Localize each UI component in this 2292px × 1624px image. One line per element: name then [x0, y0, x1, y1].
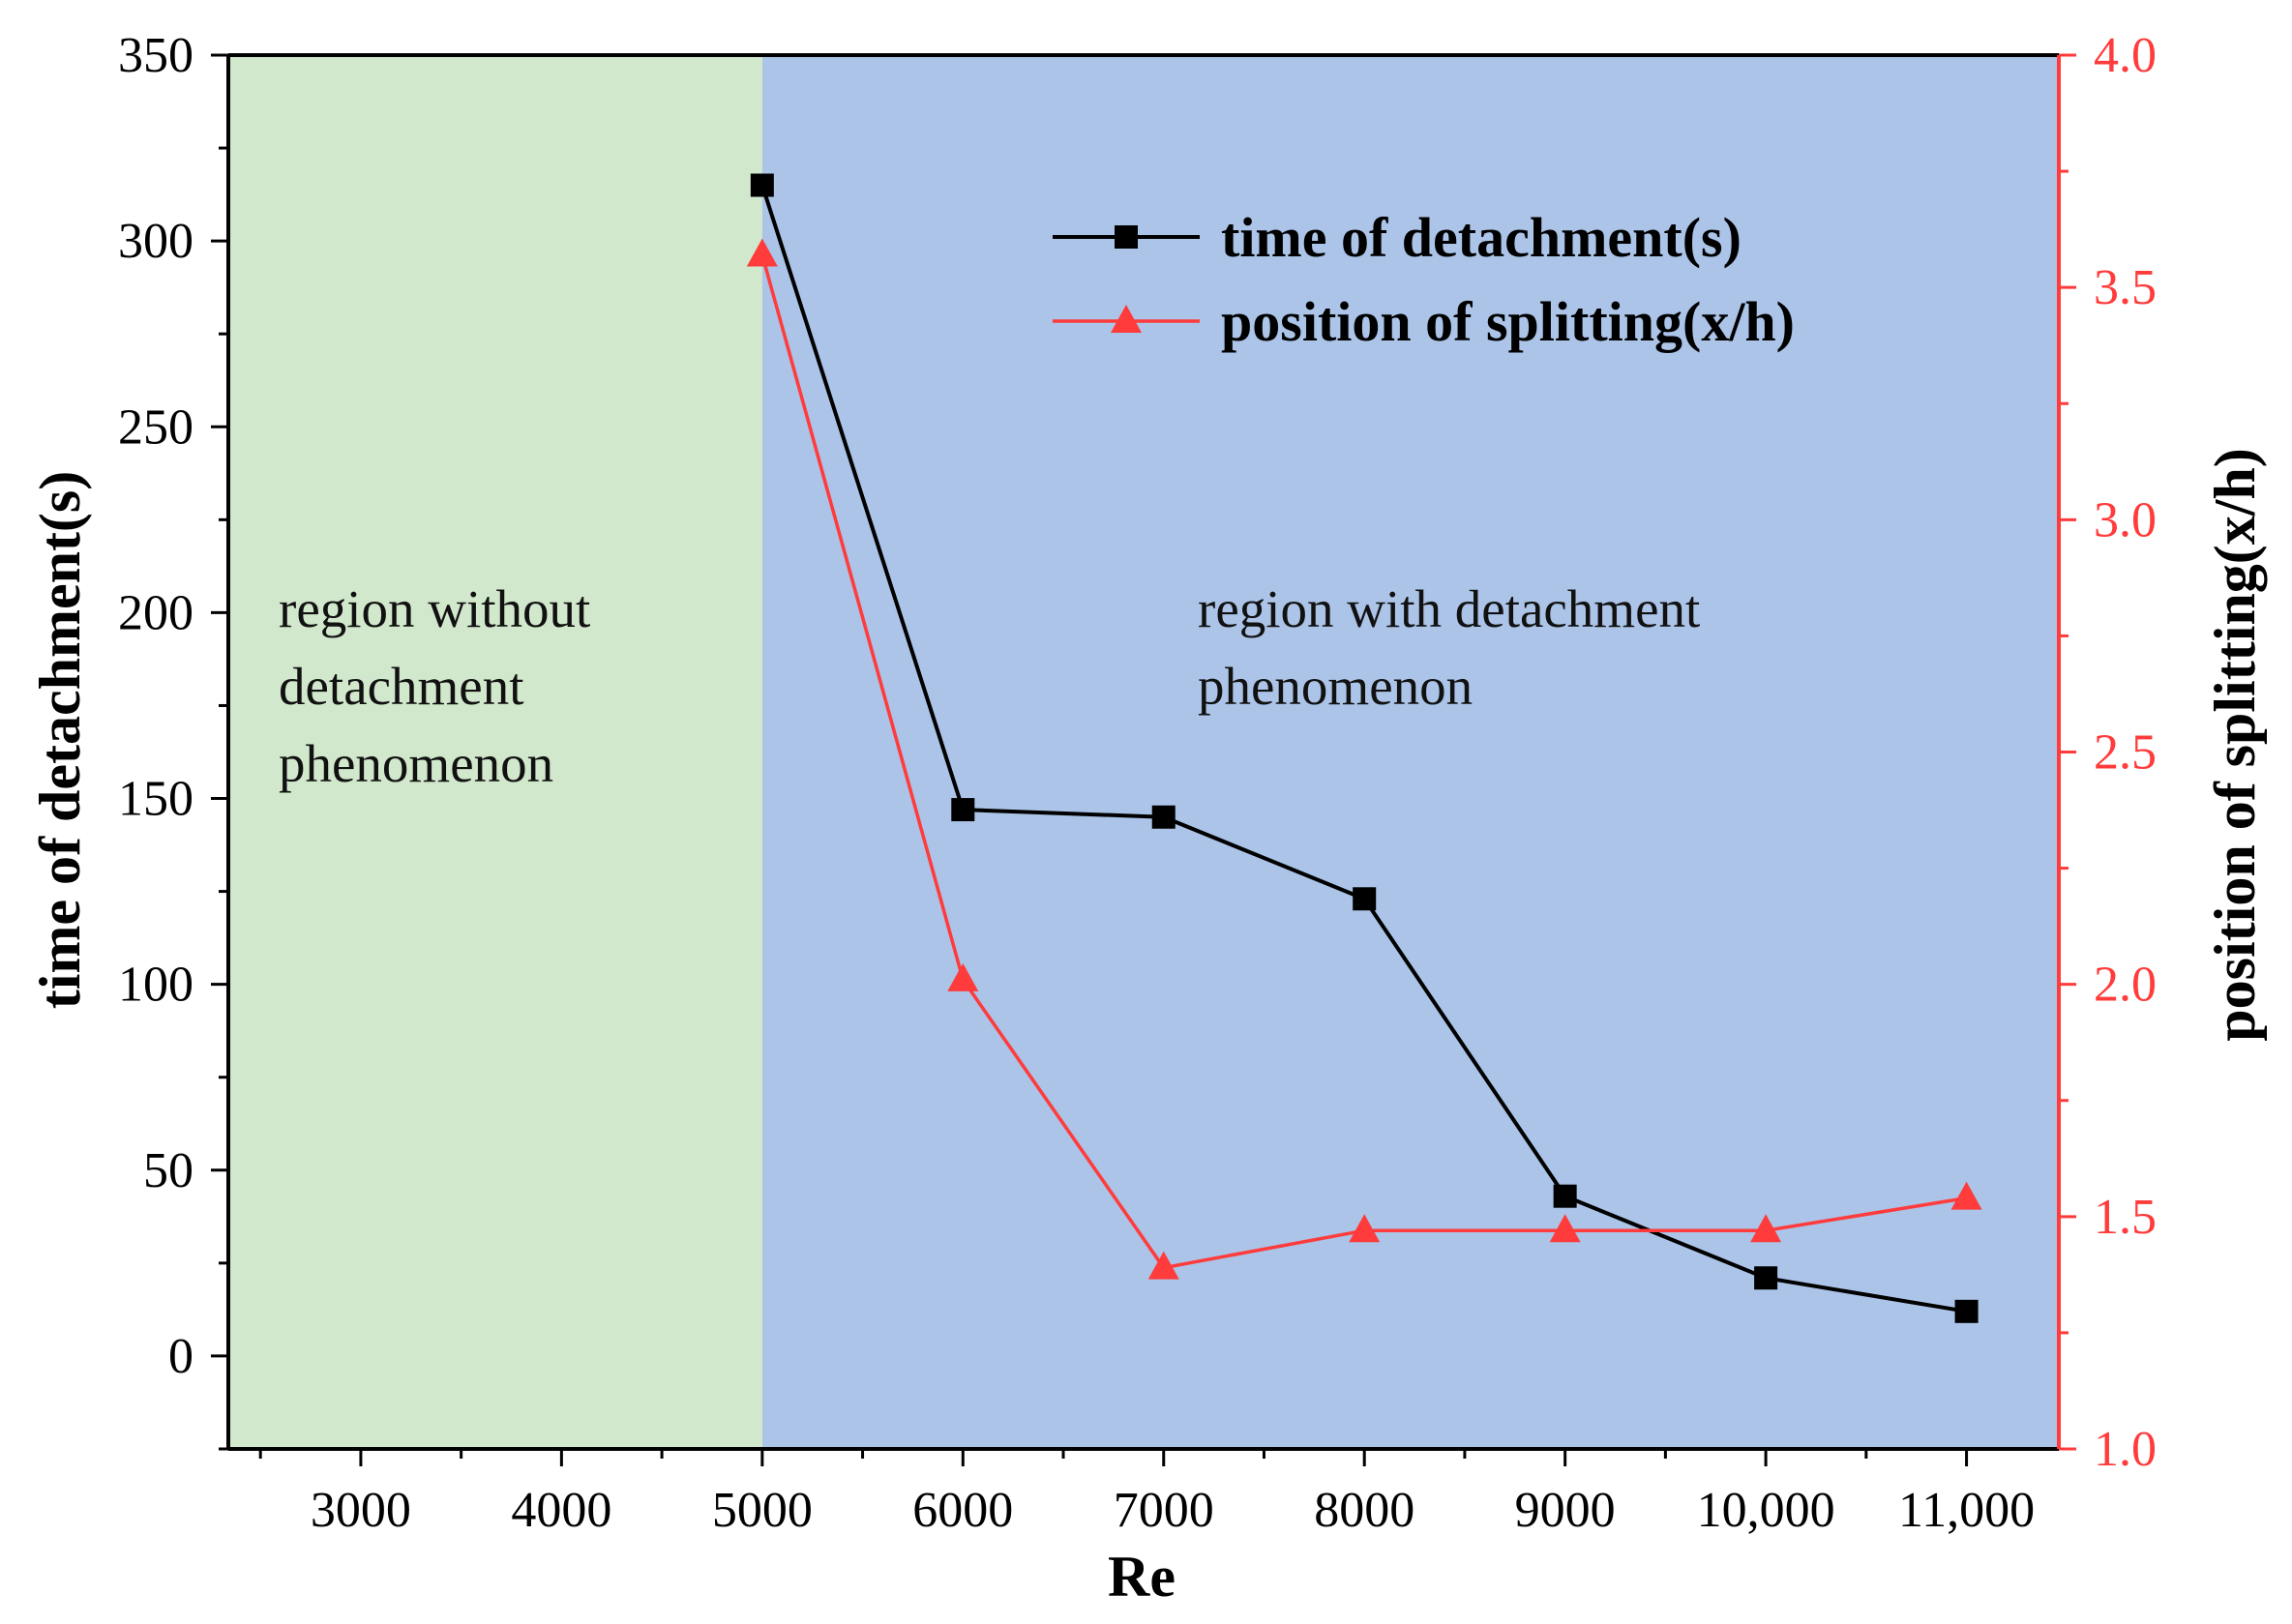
y-right-tick-label: 3.5: [2094, 260, 2157, 315]
legend: time of detachment(s) position of splitti…: [1053, 206, 1795, 353]
region-labels: region without detachment phenomenon region…: [279, 579, 1700, 793]
x-tick-label: 10,000: [1697, 1483, 1835, 1538]
y-left-tick-label: 200: [118, 585, 193, 640]
y-right-tick-label: 1.5: [2094, 1190, 2157, 1245]
legend-label: time of detachment(s): [1221, 206, 1741, 269]
data-point-triangle: [746, 238, 778, 267]
data-point-square: [1754, 1266, 1778, 1290]
x-tick-label: 7000: [1114, 1483, 1214, 1538]
y-left-tick-label: 300: [118, 214, 193, 269]
y-left-tick-label: 250: [118, 399, 193, 455]
y-left-tick-label: 150: [118, 772, 193, 827]
region-label-line: region without: [279, 579, 590, 638]
x-tick-label: 11,000: [1898, 1483, 2035, 1538]
x-axis-title: Re: [1108, 1545, 1176, 1609]
x-tick-label: 4000: [511, 1483, 611, 1538]
y-left-tick-label: 0: [168, 1329, 193, 1384]
region-without-detachment: [228, 55, 762, 1449]
data-point-square: [1353, 887, 1377, 911]
data-point-triangle: [1950, 1181, 1982, 1210]
y-right-tick-label: 2.0: [2094, 958, 2157, 1013]
legend-marker-triangle: [1111, 305, 1142, 333]
data-point-square: [951, 798, 975, 822]
data-point-square: [1553, 1184, 1577, 1208]
data-point-triangle: [1147, 1251, 1179, 1280]
x-tick-label: 6000: [912, 1483, 1013, 1538]
axes: 3000 4000 5000 6000 7000 8000 9000 10,000 11,000…: [118, 28, 2157, 1538]
data-point-square: [1954, 1299, 1979, 1323]
legend-label: position of splitting(x/h): [1221, 290, 1795, 353]
data-point-triangle: [1549, 1214, 1581, 1243]
region-label-line: phenomenon: [1198, 657, 1473, 716]
y-right-tick-label: 2.5: [2094, 725, 2157, 781]
x-tick-label: 5000: [712, 1483, 813, 1538]
x-tick-label: 9000: [1515, 1483, 1616, 1538]
y-left-tick-label: 100: [118, 958, 193, 1013]
y-right-tick-label: 4.0: [2094, 28, 2157, 83]
region-label-line: phenomenon: [279, 734, 553, 793]
region-label-line: region with detachment: [1198, 579, 1700, 638]
series: [746, 173, 1982, 1323]
x-tick-label: 8000: [1314, 1483, 1414, 1538]
y-left-tick-label: 50: [143, 1143, 193, 1198]
y-left-tick-label: 350: [118, 28, 193, 83]
data-point-triangle: [1750, 1214, 1782, 1243]
legend-marker-square: [1115, 225, 1138, 249]
data-point-square: [750, 173, 774, 197]
data-point-triangle: [947, 962, 979, 991]
data-point-triangle: [1349, 1214, 1381, 1243]
x-tick-label: 3000: [311, 1483, 411, 1538]
y-axis-left-title: time of detachment(s): [28, 471, 92, 1010]
region-label-line: detachment: [279, 657, 524, 716]
data-point-square: [1151, 805, 1176, 829]
y-right-tick-label: 1.0: [2094, 1422, 2157, 1477]
y-axis-right-title: position of splitting(x/h): [2203, 448, 2267, 1041]
y-right-tick-label: 3.0: [2094, 492, 2157, 547]
